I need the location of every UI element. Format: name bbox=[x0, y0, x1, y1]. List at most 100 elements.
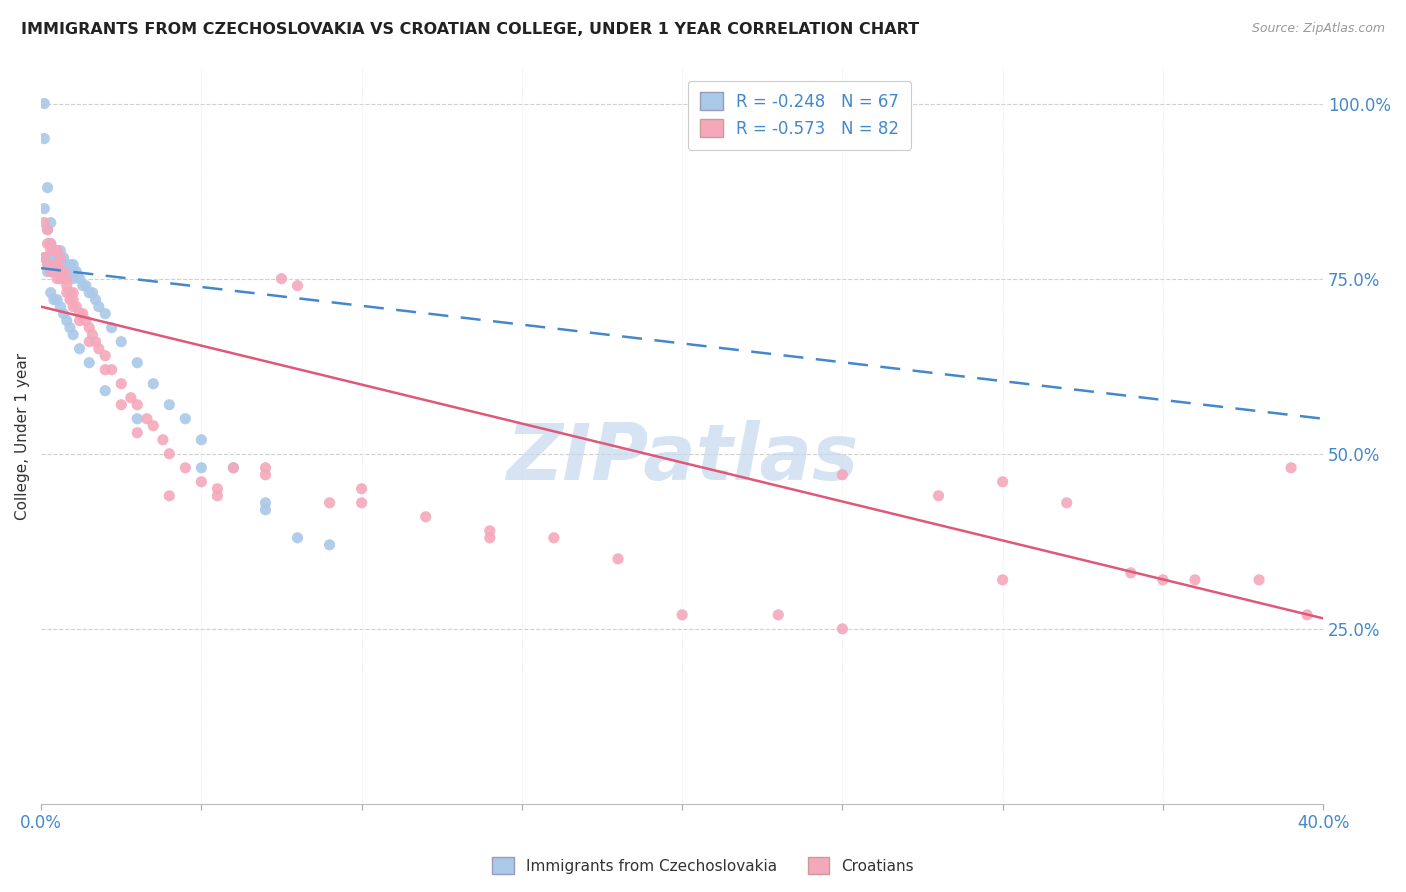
Point bbox=[991, 475, 1014, 489]
Text: IMMIGRANTS FROM CZECHOSLOVAKIA VS CROATIAN COLLEGE, UNDER 1 YEAR CORRELATION CHA: IMMIGRANTS FROM CZECHOSLOVAKIA VS CROATI… bbox=[21, 22, 920, 37]
Point bbox=[46, 244, 69, 258]
Point bbox=[1279, 460, 1302, 475]
Point bbox=[49, 251, 72, 265]
Point bbox=[190, 433, 212, 447]
Point bbox=[1056, 496, 1078, 510]
Point bbox=[1184, 573, 1206, 587]
Point bbox=[49, 265, 72, 279]
Point bbox=[478, 524, 501, 538]
Point bbox=[65, 265, 87, 279]
Point bbox=[254, 503, 277, 517]
Point bbox=[135, 411, 157, 425]
Point bbox=[543, 531, 565, 545]
Point bbox=[52, 265, 75, 279]
Point bbox=[254, 460, 277, 475]
Point bbox=[37, 258, 59, 272]
Text: Source: ZipAtlas.com: Source: ZipAtlas.com bbox=[1251, 22, 1385, 36]
Point bbox=[69, 342, 91, 356]
Point bbox=[77, 334, 100, 349]
Point bbox=[55, 285, 77, 300]
Point bbox=[39, 216, 62, 230]
Point bbox=[37, 251, 59, 265]
Point bbox=[62, 327, 84, 342]
Point bbox=[350, 496, 373, 510]
Legend: R = -0.248   N = 67, R = -0.573   N = 82: R = -0.248 N = 67, R = -0.573 N = 82 bbox=[688, 80, 911, 150]
Point bbox=[94, 349, 117, 363]
Point bbox=[768, 607, 790, 622]
Point bbox=[42, 265, 65, 279]
Point bbox=[37, 258, 59, 272]
Point bbox=[34, 202, 56, 216]
Point bbox=[287, 531, 309, 545]
Point bbox=[207, 482, 229, 496]
Point bbox=[59, 293, 82, 307]
Point bbox=[46, 258, 69, 272]
Point bbox=[94, 362, 117, 376]
Point bbox=[46, 293, 69, 307]
Point bbox=[34, 131, 56, 145]
Point bbox=[49, 251, 72, 265]
Point bbox=[94, 384, 117, 398]
Point bbox=[127, 356, 149, 370]
Point bbox=[190, 460, 212, 475]
Point bbox=[222, 460, 245, 475]
Text: ZIPatlas: ZIPatlas bbox=[506, 420, 858, 496]
Point bbox=[190, 475, 212, 489]
Point bbox=[59, 320, 82, 334]
Point bbox=[52, 307, 75, 321]
Point bbox=[46, 265, 69, 279]
Point bbox=[39, 244, 62, 258]
Point bbox=[37, 236, 59, 251]
Point bbox=[84, 293, 107, 307]
Point bbox=[62, 265, 84, 279]
Point bbox=[84, 334, 107, 349]
Point bbox=[42, 265, 65, 279]
Point bbox=[127, 398, 149, 412]
Point bbox=[87, 300, 110, 314]
Point bbox=[46, 244, 69, 258]
Point bbox=[831, 622, 853, 636]
Point bbox=[55, 271, 77, 285]
Y-axis label: College, Under 1 year: College, Under 1 year bbox=[15, 352, 30, 520]
Point bbox=[46, 251, 69, 265]
Point bbox=[49, 244, 72, 258]
Point bbox=[94, 307, 117, 321]
Point bbox=[59, 258, 82, 272]
Point bbox=[37, 265, 59, 279]
Point bbox=[1152, 573, 1174, 587]
Point bbox=[62, 271, 84, 285]
Point bbox=[142, 418, 165, 433]
Point bbox=[100, 320, 122, 334]
Point bbox=[350, 482, 373, 496]
Point bbox=[142, 376, 165, 391]
Point bbox=[52, 251, 75, 265]
Point bbox=[254, 467, 277, 482]
Point bbox=[77, 356, 100, 370]
Point bbox=[34, 251, 56, 265]
Point bbox=[39, 251, 62, 265]
Point bbox=[157, 489, 180, 503]
Point bbox=[318, 538, 340, 552]
Point bbox=[82, 327, 104, 342]
Point bbox=[42, 251, 65, 265]
Point bbox=[62, 293, 84, 307]
Point bbox=[55, 314, 77, 328]
Point bbox=[174, 460, 197, 475]
Point bbox=[254, 496, 277, 510]
Point bbox=[1296, 607, 1319, 622]
Point bbox=[110, 376, 132, 391]
Point bbox=[72, 278, 94, 293]
Legend: Immigrants from Czechoslovakia, Croatians: Immigrants from Czechoslovakia, Croatian… bbox=[486, 851, 920, 880]
Point bbox=[46, 271, 69, 285]
Point bbox=[42, 258, 65, 272]
Point bbox=[69, 271, 91, 285]
Point bbox=[110, 398, 132, 412]
Point bbox=[72, 307, 94, 321]
Point bbox=[100, 362, 122, 376]
Point bbox=[34, 96, 56, 111]
Point bbox=[59, 285, 82, 300]
Point bbox=[62, 258, 84, 272]
Point bbox=[1247, 573, 1270, 587]
Point bbox=[39, 265, 62, 279]
Point bbox=[152, 433, 174, 447]
